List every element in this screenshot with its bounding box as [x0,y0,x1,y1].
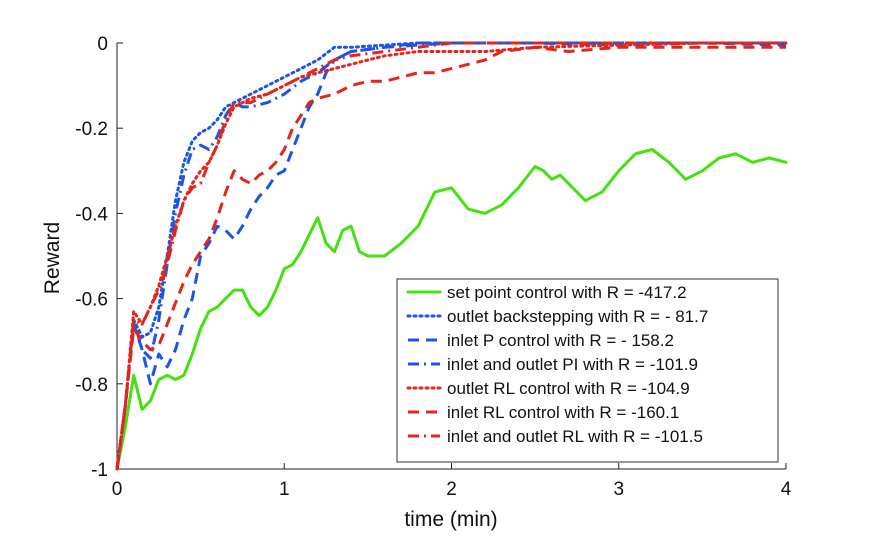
y-axis-label: Reward [41,222,64,294]
legend: set point control with R = -417.2 outlet … [396,278,779,463]
series-line-6 [115,45,786,470]
legend-entry-label: inlet and outlet PI with R = -101.9 [447,355,698,374]
legend-entry-label: inlet and outlet RL with R = -101.5 [447,427,703,446]
y-tick-label: -0.8 [75,375,108,396]
x-tick-label: 0 [112,479,123,500]
y-tick-label: 0 [97,34,108,55]
y-tick-label: -0.2 [75,119,108,140]
y-tick-label: -0.4 [75,204,108,225]
x-tick-label: 4 [781,479,792,500]
y-tick-label: -1 [91,460,108,481]
x-tick-label: 3 [613,479,624,500]
legend-box [396,278,779,463]
y-axis-ticks: -1 -0.8 -0.6 -0.4 -0.2 0 [75,34,123,481]
y-tick-label: -0.6 [75,290,108,311]
legend-entry-label: inlet P control with R = - 158.2 [447,331,674,350]
series-line-5 [115,41,788,471]
x-tick-label: 1 [279,479,290,500]
legend-entry-label: outlet backstepping with R = - 81.7 [447,307,708,326]
series-line-7 [115,41,786,470]
x-tick-label: 2 [446,479,457,500]
legend-entry-label: set point control with R = -417.2 [447,283,687,302]
x-axis-label: time (min) [404,508,497,531]
series-line-4 [115,41,786,470]
legend-entry-label: inlet RL control with R = -160.1 [447,403,679,422]
legend-entry-label: outlet RL control with R = -104.9 [447,379,690,398]
series-lines [115,41,788,471]
plot-area: 0 1 2 3 4 -1 -0.8 -0.6 -0.4 -0.2 0 [75,34,791,500]
series-line-1 [115,148,788,471]
